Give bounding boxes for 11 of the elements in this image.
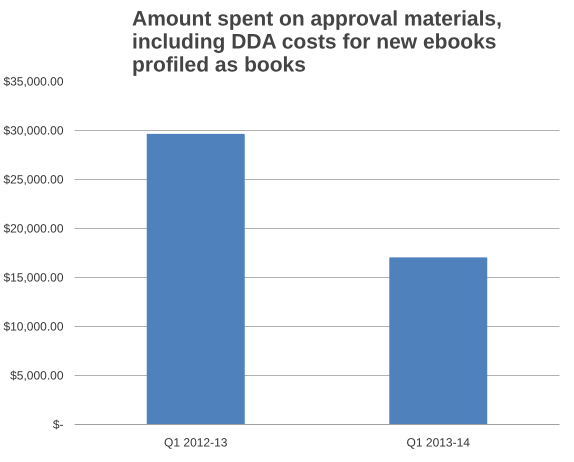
y-tick-label: $25,000.00 <box>3 172 64 186</box>
x-tick-label: Q1 2013-14 <box>406 436 470 450</box>
y-tick-label: $20,000.00 <box>3 222 64 236</box>
chart-title: Amount spent on approval materials, including DDA costs for new ebooks profiled as books <box>132 8 502 76</box>
y-tick-label: $35,000.00 <box>3 74 64 88</box>
y-tick-label: $30,000.00 <box>3 124 64 138</box>
y-tick-label: $15,000.00 <box>3 270 64 284</box>
x-tick-label: Q1 2012-13 <box>164 436 228 450</box>
y-tick-label: $5,000.00 <box>10 368 64 382</box>
y-tick-label: $- <box>52 418 64 432</box>
y-tick-label: $10,000.00 <box>3 320 64 334</box>
